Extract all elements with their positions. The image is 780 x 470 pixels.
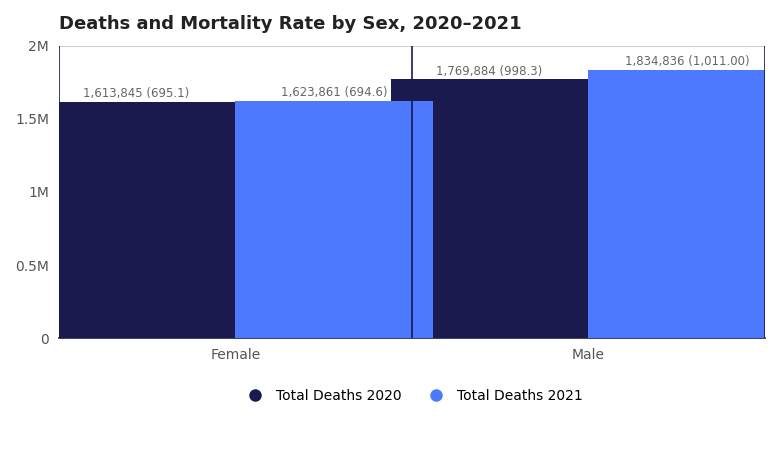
Bar [391,79,588,338]
Legend: Total Deaths 2020, Total Deaths 2021: Total Deaths 2020, Total Deaths 2021 [236,383,588,408]
Bar [588,70,780,338]
Text: Deaths and Mortality Rate by Sex, 2020–2021: Deaths and Mortality Rate by Sex, 2020–2… [58,15,521,33]
Text: 1,769,884 (998.3): 1,769,884 (998.3) [437,64,543,78]
Bar [236,101,433,338]
Bar [37,102,236,338]
Text: 1,613,845 (695.1): 1,613,845 (695.1) [83,87,190,101]
Text: 1,834,836 (1,011.00): 1,834,836 (1,011.00) [625,55,750,68]
Text: 1,623,861 (694.6): 1,623,861 (694.6) [281,86,388,99]
